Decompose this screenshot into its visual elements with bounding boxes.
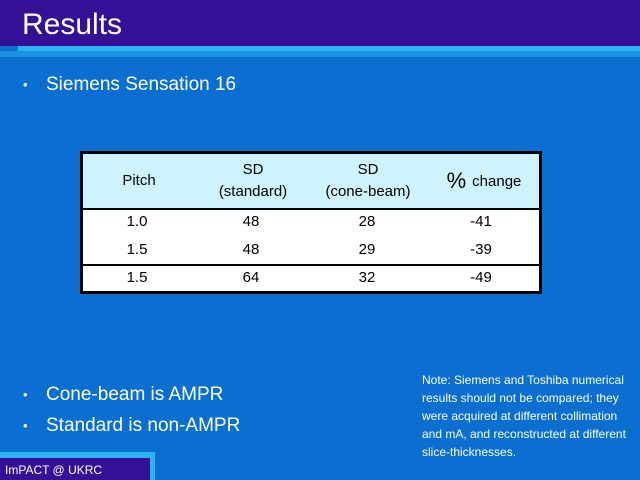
results-table: Pitch SD (standard) SD (cone-beam) % chan… [80, 151, 542, 294]
comparison-note: Note: Siemens and Toshiba numerical resu… [422, 373, 626, 459]
footer-accent-rule [0, 452, 155, 458]
table-cell-change-row2: -39 [470, 241, 492, 258]
table-cell-pitch-row2: 1.5 [126, 241, 148, 258]
table-cell-pitch-row3: 1.5 [126, 269, 148, 286]
footer-label: ImPACT @ UKRC [5, 463, 103, 477]
header-sd-standard-line2: (standard) [218, 183, 288, 200]
bullet-standard-text: Standard is non-AMPR [46, 415, 241, 436]
table-cell-sd-standard-row1: 48 [242, 213, 260, 230]
header-change-word: change [472, 173, 522, 190]
table-cell-sd-standard-row3: 64 [242, 269, 260, 286]
bullet-dot: • [23, 387, 28, 402]
bullet-dot: • [23, 418, 28, 433]
bullet-scanner-text: Siemens Sensation 16 [46, 74, 237, 95]
bullet-dot: • [23, 77, 28, 92]
table-body [83, 210, 539, 291]
footer-accent-rule-side [150, 452, 155, 480]
bullet-cone-beam: • Cone-beam is AMPR [23, 384, 224, 406]
bullet-scanner: • Siemens Sensation 16 [23, 74, 237, 96]
header-sd-cone-line2: (cone-beam) [325, 183, 411, 200]
table-cell-sd-cone-row2: 29 [358, 241, 376, 258]
table-row-separator [83, 264, 539, 266]
table-cell-pitch-row1: 1.0 [126, 213, 148, 230]
table-cell-sd-cone-row3: 32 [358, 269, 376, 286]
title-accent-rule [18, 46, 640, 51]
footer-banner [0, 458, 150, 480]
title-banner: Results [0, 0, 640, 46]
slide-title: Results [22, 8, 123, 41]
bullet-standard: • Standard is non-AMPR [23, 415, 241, 437]
header-percent-change: % change [431, 168, 537, 193]
table-header-row: Pitch SD (standard) SD (cone-beam) % chan… [83, 154, 539, 208]
header-sd-standard-line1: SD [242, 161, 264, 178]
table-cell-change-row3: -49 [470, 269, 492, 286]
table-cell-change-row1: -41 [470, 213, 492, 230]
title-accent-rule-lower [0, 51, 640, 57]
header-pitch: Pitch [122, 172, 156, 189]
table-cell-sd-standard-row2: 48 [242, 241, 260, 258]
header-sd-cone-line1: SD [357, 161, 379, 178]
bullet-cone-beam-text: Cone-beam is AMPR [46, 384, 224, 405]
table-cell-sd-cone-row1: 28 [358, 213, 376, 230]
header-percent-symbol: % [446, 168, 467, 193]
